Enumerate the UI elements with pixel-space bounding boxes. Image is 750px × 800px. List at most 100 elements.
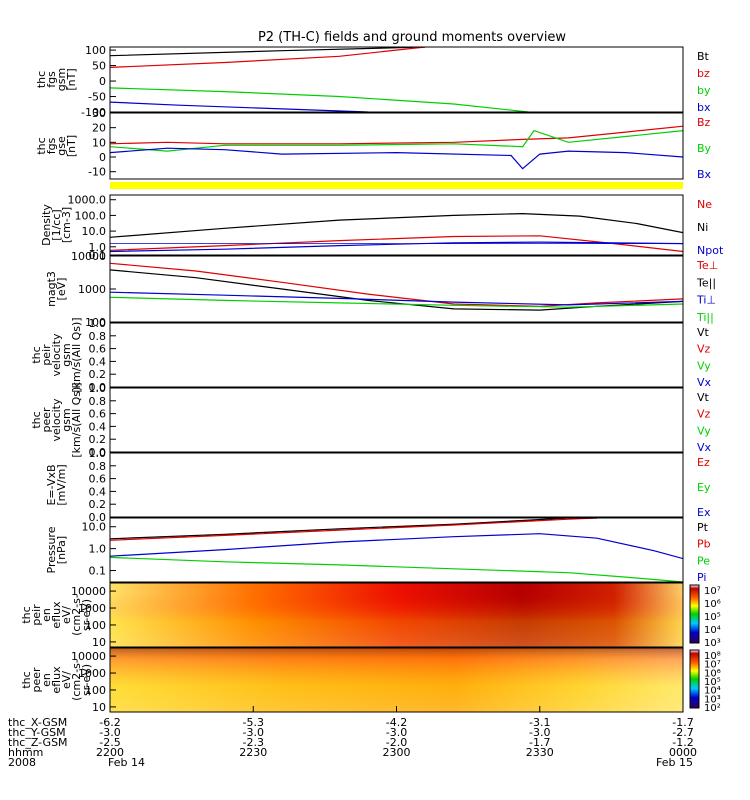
legend-entry: Pi [697, 571, 706, 584]
y-tick-label: 50 [92, 60, 106, 73]
legend-entry: Vy [697, 359, 711, 372]
series-group [110, 125, 683, 170]
y-tick-label: 100 [85, 684, 106, 697]
ephemeris-footer: thc_X-GSM -6.2 -5.3 -4.2 -3.1 -1.7 thc_Y-GSM -3… [8, 716, 697, 769]
colorbar-label: 10⁶ [704, 668, 721, 679]
y-axis-label-line: sr-eV) [80, 599, 93, 631]
footer-value: Feb 14 [108, 756, 145, 769]
footer-row-label: thc_X-GSM [8, 716, 67, 729]
footer-value: -1.7 [529, 736, 550, 749]
colorbar-label: 10⁸ [704, 651, 721, 662]
panel-peir-spectrogram: 10⁷ 10⁶ 10⁵ 10⁴ 10³ 10000 1000 100 10 thcpeirenef… [20, 582, 721, 649]
panel-frame [109, 582, 684, 648]
y-tick-label: 1000 [78, 283, 106, 296]
y-tick-label: 0.6 [89, 343, 107, 356]
footer-value: 2330 [526, 746, 554, 759]
x-tick-marks [109, 706, 684, 712]
panel-pressure: 10.0 1.0 0.1 Pt Pb Pe Pi Pressure[nPa] [45, 517, 711, 584]
y-tick-label: 10000 [71, 650, 106, 663]
y-axis-label-line: gse [55, 136, 68, 156]
y-tick-label: 10.0 [82, 521, 107, 534]
y-tick-label: 0.0 [89, 446, 107, 459]
panel-frame [109, 322, 684, 388]
y-axis-label-line: [cm-3] [60, 207, 73, 243]
footer-value: -2.5 [99, 736, 120, 749]
y-axis-label-line: [nT] [65, 68, 78, 90]
y-axis-label-line: (cm2-s- [70, 659, 83, 701]
panel-peer-velocity: 1.00.80.60.40.20.0VtVzVyVxthcpeervelocit… [30, 382, 712, 459]
y-axis-label-line: en [40, 608, 53, 622]
y-tick-label: 10000 [71, 585, 106, 598]
footer-value: -3.0 [99, 726, 120, 739]
panel-frame [109, 517, 684, 583]
colorbar-label: 10⁵ [704, 612, 721, 623]
legend-entry: Vx [697, 376, 712, 389]
footer-row-label: thc_Z-GSM [8, 736, 68, 749]
y-tick-label: 100 [85, 619, 106, 632]
legend-entry: bx [697, 101, 711, 114]
legend: Bt bz by bx [697, 50, 711, 114]
legend-entry: Pe [697, 554, 710, 567]
y-axis-label-line: velocity [50, 398, 63, 441]
legend-entry: Ti|| [696, 311, 714, 324]
legend-entry: Vt [697, 326, 710, 339]
spectrogram-shading [110, 648, 683, 712]
series-line-Pt [110, 518, 597, 540]
series-group [110, 47, 529, 112]
y-tick-label: 20 [92, 122, 106, 135]
panel-peir-velocity: 1.00.80.60.40.20.0VtVzVyVxthcpeirvelocit… [30, 317, 712, 394]
series-line-Ti|| [110, 296, 683, 308]
y-tick-label: 100 [85, 44, 106, 57]
y-tick-label: 10000 [71, 250, 106, 263]
y-tick-label: 10.0 [82, 225, 107, 238]
y-axis-label-line: thc [35, 71, 48, 88]
colorbar-label: 10⁶ [704, 599, 721, 610]
y-tick-label: -10 [88, 166, 106, 179]
footer-value: 2230 [239, 746, 267, 759]
y-axis-label-line: [1/cc] [50, 209, 63, 240]
legend: Vt Vz Vy Vx [697, 391, 712, 454]
y-tick-label: 1.0 [89, 241, 107, 254]
panel-frame [109, 255, 684, 323]
legend-entry: Te|| [696, 276, 716, 289]
legend: Te⊥ Te|| Ti⊥ Ti|| [696, 259, 718, 324]
y-axis-label-line: peer [40, 407, 53, 433]
footer-value: 2200 [96, 746, 124, 759]
panel-density: 1000.0 100.0 10.0 1.00.1 Ne Ni Npot Density[1/c… [40, 194, 724, 262]
colorbar-label: 10⁴ [704, 625, 721, 636]
footer-value: -6.2 [99, 716, 120, 729]
y-tick-label: 1.0 [89, 543, 107, 556]
y-tick-label: 100 [85, 316, 106, 329]
y-axis-label-line: Density [40, 204, 53, 246]
y-axis-label-line: [eV] [55, 278, 68, 301]
legend-entry: Te⊥ [696, 259, 718, 272]
legend-entry: Ne [697, 198, 712, 211]
y-tick-label: 1000 [78, 667, 106, 680]
panel-frame [109, 112, 684, 180]
series-group [110, 262, 683, 311]
colorbar-scale [689, 649, 700, 709]
y-tick-label: -50 [88, 91, 106, 104]
y-axis-label-line: thc [20, 606, 33, 623]
colorbar-label: 10³ [704, 638, 721, 649]
legend-entry: Ni [697, 221, 708, 234]
footer-value: 0000 [669, 746, 697, 759]
y-axis-label-line: [nT] [65, 135, 78, 157]
legend-entry: Ti⊥ [696, 294, 716, 307]
y-axis-label-line: gsm [55, 68, 68, 91]
y-tick-label: 0.4 [89, 355, 107, 368]
footer-value: -3.0 [529, 726, 550, 739]
y-axis-label-line: (cm2-s- [70, 594, 83, 636]
series-line-Pi [110, 533, 683, 560]
y-tick-label: 1.0 [89, 382, 107, 395]
y-axis-label-line: gsm [60, 343, 73, 366]
footer-row-label: thc_Y-GSM [8, 726, 66, 739]
colorbar-label: 10⁵ [704, 677, 721, 688]
series-line-Npot [110, 241, 683, 253]
y-tick-label: 0.2 [89, 498, 107, 511]
y-axis-label-line: fgs [45, 71, 58, 88]
y-axis-label-line: [km/s(All Qs)] [70, 317, 83, 392]
legend: Vt Vz Vy Vx [697, 326, 712, 389]
panel-frame [109, 194, 684, 256]
